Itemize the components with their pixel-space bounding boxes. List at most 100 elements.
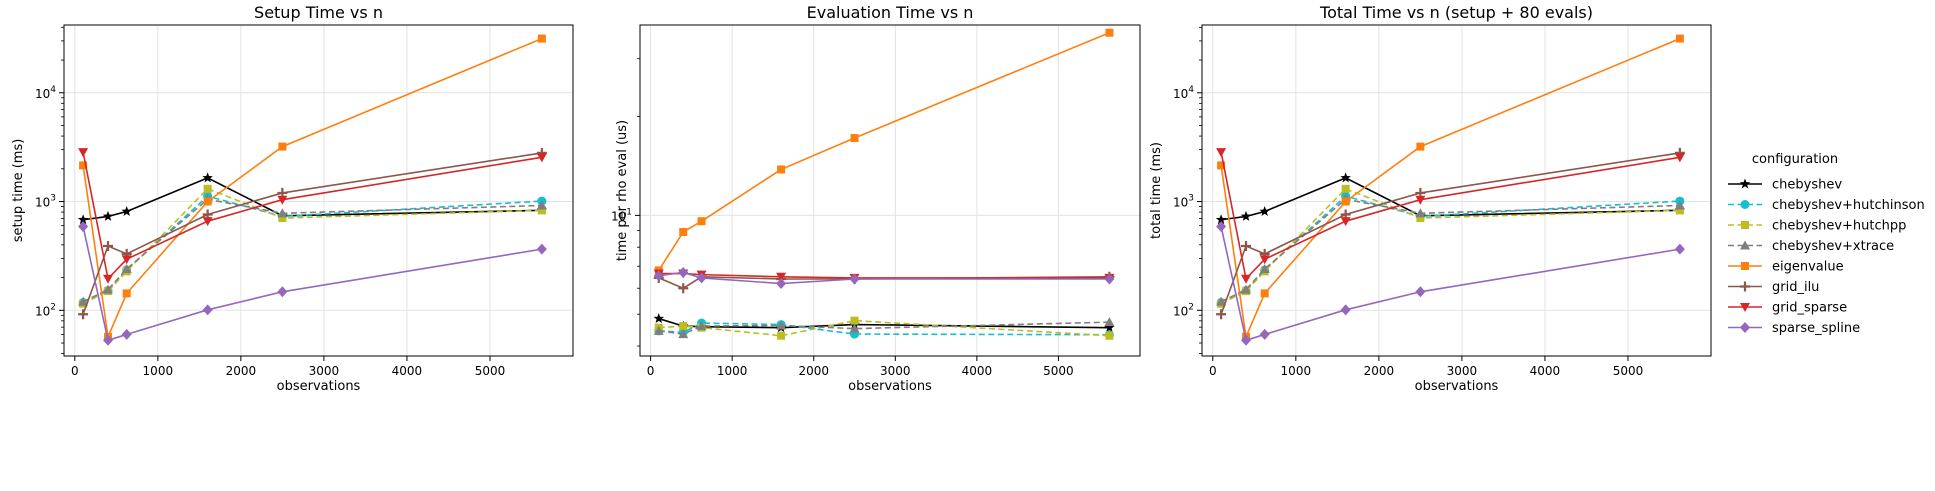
data-point: [1216, 309, 1227, 320]
legend-label: chebyshev+xtrace: [1772, 239, 1894, 254]
y-tick-label: 101: [611, 207, 632, 223]
legend-entry-grid-sparse: grid_sparse: [1728, 301, 1847, 316]
x-tick-label: 0: [1209, 364, 1217, 378]
data-point: [536, 200, 547, 210]
data-point: [1415, 208, 1426, 218]
series-line: [82, 152, 542, 315]
data-point: [102, 210, 114, 221]
x-axis-label: observations: [1415, 379, 1499, 394]
y-axis: 102 103 104: [35, 26, 64, 354]
x-tick-label: 4000: [1530, 364, 1561, 378]
data-point: [1216, 148, 1227, 158]
data-point: [1104, 317, 1115, 327]
legend-marker: [1740, 240, 1750, 250]
data-point: [850, 134, 859, 143]
data-point: [1416, 214, 1425, 223]
legend-entry-chebyshev-xtrace: chebyshev+xtrace: [1728, 239, 1894, 254]
x-axis-label: observations: [848, 379, 932, 394]
axes-frame: [1201, 24, 1712, 357]
x-tick-label: 1000: [717, 364, 748, 378]
x-tick-label: 3000: [309, 364, 340, 378]
data-point: [1215, 214, 1227, 225]
x-tick-label: 3000: [880, 364, 911, 378]
data-point: [1259, 263, 1270, 273]
data-point: [1675, 34, 1684, 43]
grid: [1202, 25, 1711, 356]
x-tick-label: 4000: [962, 364, 993, 378]
data-point: [121, 205, 132, 216]
data-point: [78, 148, 89, 158]
setup-time-panel: 0 1000 2000 3000 4000 5000 102 103 104 Setup Time…: [11, 3, 574, 394]
legend-marker: [1740, 303, 1750, 312]
data-point: [1105, 28, 1114, 37]
legend-marker: [1741, 221, 1749, 229]
x-tick-label: 0: [647, 364, 655, 378]
series-line: [1220, 151, 1680, 281]
series-sparse-spline: [78, 220, 547, 346]
evaluation-time-panel: 0 1000 2000 3000 4000 5000 101 Evaluation Time …: [611, 3, 1141, 394]
data-point: [277, 208, 288, 218]
data-point: [678, 283, 689, 294]
legend-entry-grid-ilu: grid_ilu: [1728, 280, 1819, 295]
panel-title: Total Time vs n (setup + 80 evals): [1319, 3, 1593, 22]
series-chebyshev-hutchpp: [654, 316, 1114, 340]
data-point: [77, 214, 89, 225]
data-point: [776, 278, 787, 290]
series-line: [82, 177, 542, 221]
legend-label: sparse_spline: [1772, 321, 1860, 336]
data-point: [696, 272, 707, 284]
panel-title: Setup Time vs n: [254, 3, 383, 22]
series-chebyshev-hutchinson: [654, 318, 1114, 340]
data-point: [79, 161, 88, 170]
series-chebyshev-xtrace: [653, 317, 1115, 339]
axes-frame: [63, 24, 574, 357]
series-line: [658, 31, 1110, 271]
x-tick-label: 3000: [1447, 364, 1478, 378]
data-point: [850, 316, 859, 325]
y-tick-label: 104: [35, 85, 56, 101]
legend-marker: [1739, 178, 1751, 189]
data-point: [1240, 210, 1252, 221]
y-tick-label: 103: [1173, 194, 1194, 210]
data-point: [1340, 172, 1351, 183]
data-point: [202, 217, 213, 227]
data-point: [849, 323, 860, 333]
legend-marker: [1741, 262, 1749, 270]
data-point: [679, 322, 688, 331]
data-point: [1341, 184, 1350, 193]
series-line: [82, 151, 542, 281]
data-point: [777, 165, 786, 174]
legend-entry-eigenvalue: eigenvalue: [1728, 260, 1844, 275]
series-line: [1220, 177, 1680, 221]
data-point: [1259, 328, 1270, 340]
legend-label: eigenvalue: [1772, 260, 1844, 275]
series-line: [1220, 152, 1680, 315]
data-point: [103, 274, 114, 284]
data-point: [1104, 273, 1115, 285]
total-time-panel: 0 1000 2000 3000 4000 5000 102 103 104 Total Time…: [1149, 3, 1712, 394]
series-chebyshev-hutchpp: [79, 184, 546, 308]
data-point: [1675, 206, 1684, 215]
data-point: [121, 328, 132, 340]
y-axis-label: time per rho eval (us): [615, 120, 630, 261]
data-point: [122, 289, 131, 298]
data-point: [653, 270, 664, 282]
legend-label: grid_ilu: [1772, 280, 1819, 295]
data-point: [1674, 243, 1685, 255]
x-tick-label: 1000: [1281, 364, 1312, 378]
data-point: [849, 273, 860, 285]
data-point: [1415, 286, 1426, 298]
data-point: [278, 142, 287, 151]
legend-label: grid_sparse: [1772, 301, 1847, 316]
data-point: [202, 172, 213, 183]
data-point: [78, 309, 89, 320]
data-point: [1216, 296, 1227, 306]
data-point: [653, 325, 664, 335]
data-point: [536, 243, 547, 255]
data-point: [278, 214, 287, 223]
data-point: [277, 195, 288, 205]
series-line: [1220, 37, 1681, 340]
x-tick-label: 0: [71, 364, 79, 378]
data-point: [78, 296, 89, 306]
data-point: [697, 217, 706, 226]
